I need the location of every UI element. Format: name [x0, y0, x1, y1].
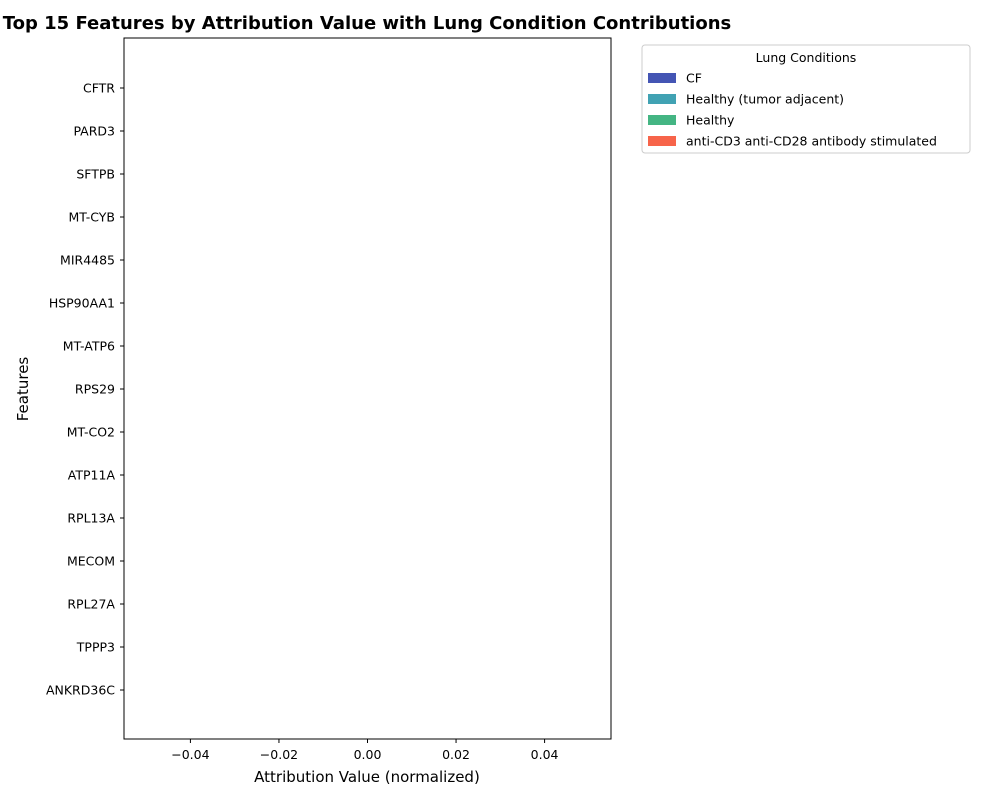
legend-title: Lung Conditions [756, 50, 857, 65]
y-tick-label: MT-ATP6 [63, 339, 115, 354]
chart-title: Top 15 Features by Attribution Value wit… [3, 13, 731, 34]
y-tick-label: RPS29 [75, 382, 115, 397]
legend-items: CF Healthy (tumor adjacent) Healthy anti-CD… [648, 71, 937, 149]
x-axis: −0.04 −0.02 0.00 0.02 0.04 [171, 739, 559, 762]
y-tick-label: MT-CYB [68, 210, 115, 225]
x-tick-label: −0.04 [171, 747, 209, 762]
y-tick-label: SFTPB [76, 167, 115, 182]
y-tick-label: RPL27A [67, 597, 115, 612]
legend-box [641, 44, 971, 154]
x-tick-label: 0.00 [354, 747, 382, 762]
y-tick-label: CFTR [83, 81, 115, 96]
y-tick-label: ANKRD36C [46, 683, 115, 698]
legend-swatch [648, 73, 676, 83]
legend: Lung Conditions CF Healthy (tumor adjacen… [641, 44, 971, 154]
y-tick-label: HSP90AA1 [49, 296, 115, 311]
x-tick-label: −0.02 [260, 747, 298, 762]
y-tick-label: MT-CO2 [67, 425, 115, 440]
y-axis: CFTR PARD3 SFTPB MT-CYB MIR4485 HSP90AA1 MT-AT… [46, 81, 124, 698]
x-tick-label: 0.02 [442, 747, 470, 762]
legend-label: Healthy [686, 113, 735, 128]
legend-label: CF [686, 71, 702, 86]
legend-label: Healthy (tumor adjacent) [686, 92, 844, 107]
x-axis-label: Attribution Value (normalized) [254, 768, 480, 786]
y-axis-label: Features [14, 357, 32, 422]
y-tick-label: RPL13A [67, 511, 115, 526]
y-tick-label: TPPP3 [76, 640, 115, 655]
legend-swatch [648, 115, 676, 125]
legend-swatch [648, 136, 676, 146]
y-tick-label: MECOM [67, 554, 115, 569]
y-tick-label: PARD3 [73, 124, 115, 139]
plot-frame [123, 37, 612, 740]
x-tick-label: 0.04 [531, 747, 559, 762]
y-tick-label: ATP11A [68, 468, 116, 483]
y-tick-label: MIR4485 [60, 253, 115, 268]
legend-swatch [648, 94, 676, 104]
legend-label: anti-CD3 anti-CD28 antibody stimulated [686, 134, 937, 149]
